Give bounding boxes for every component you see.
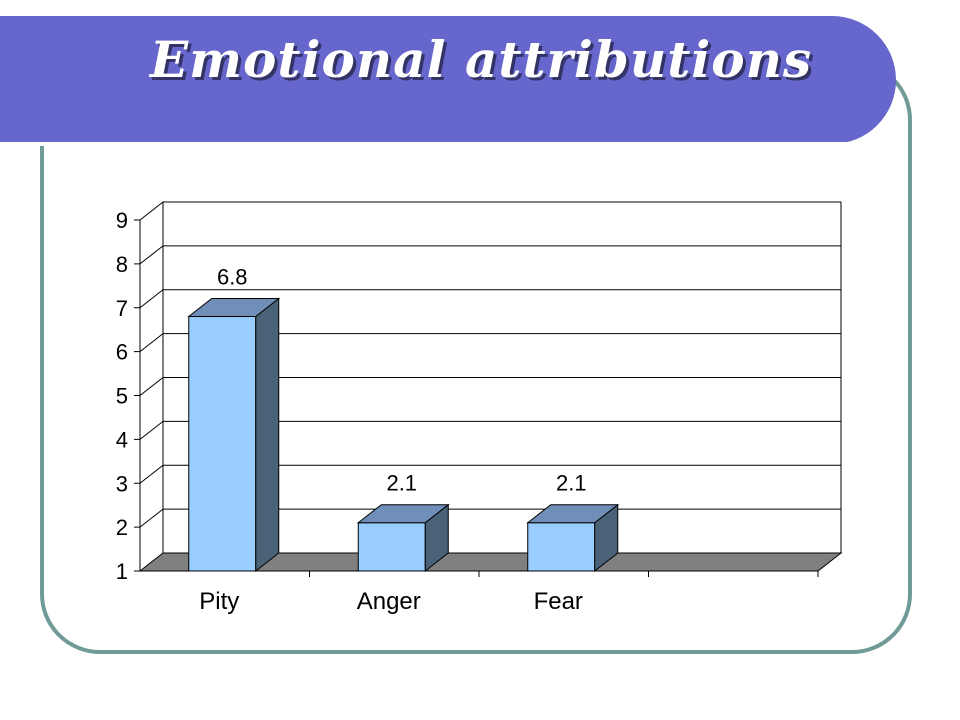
y-tick-label: 5 [116, 384, 128, 409]
y-tick-label: 6 [116, 340, 128, 365]
bar-anger [357, 522, 426, 572]
gridline-depth [139, 377, 164, 396]
y-tick-label: 3 [116, 471, 128, 496]
bar-pity [188, 316, 257, 572]
bar-top-pity [187, 298, 281, 318]
gridline-depth [139, 464, 164, 484]
bar-top-anger [356, 504, 450, 524]
x-category-label: Fear [534, 588, 583, 615]
data-label: 2.1 [386, 471, 417, 496]
y-tick-label: 1 [116, 559, 128, 584]
data-label: 6.8 [217, 265, 248, 290]
y-tick-label: 9 [116, 208, 128, 233]
y-tick-label: 8 [116, 252, 128, 277]
gridline-depth [139, 245, 164, 265]
gridline-depth [139, 508, 164, 528]
x-category-label: Anger [357, 588, 421, 615]
gridline-depth [139, 289, 164, 309]
title-bar [0, 16, 896, 146]
data-label: 2.1 [556, 471, 587, 496]
bar-side-pity [255, 297, 280, 573]
x-category-label: Pity [199, 588, 239, 615]
gridline-depth [139, 201, 164, 221]
gridline-depth [139, 420, 164, 440]
y-tick-label: 2 [116, 515, 128, 540]
y-tick-label: 4 [116, 427, 128, 452]
bar-top-fear [526, 504, 620, 524]
gridline-depth [139, 333, 164, 353]
title-underline [0, 142, 848, 146]
y-tick-label: 7 [116, 296, 128, 321]
page-title: Emotional attributions [150, 30, 813, 89]
bar-fear [527, 522, 596, 572]
